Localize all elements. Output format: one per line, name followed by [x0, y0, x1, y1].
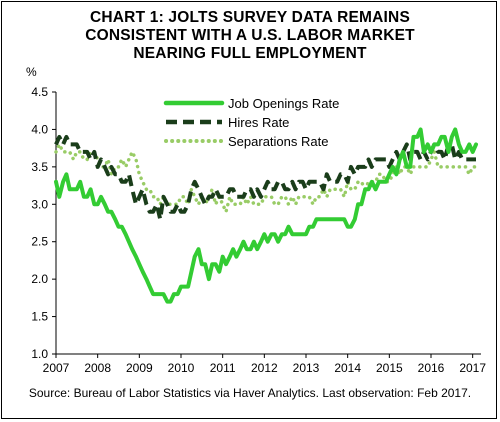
y-tick-label: 2.0: [31, 272, 48, 286]
y-tick-label: 1.0: [31, 347, 48, 361]
x-tick-label: 2011: [210, 361, 236, 375]
y-tick-label: 4.0: [31, 122, 48, 136]
chart-title-line-2: CONSISTENT WITH A U.S. LABOR MARKET: [85, 27, 415, 44]
y-tick-label: 3.5: [31, 160, 48, 174]
series-line-job-openings-rate: [54, 127, 478, 304]
chart-title: CHART 1: JOLTS SURVEY DATA REMAINS CONSI…: [2, 9, 498, 63]
chart-axes: 1.0 1.5 2.0 2.5 3.0 3.5 4.0 4.5% 2007 2008 2009 201…: [26, 65, 486, 375]
x-tick-label: 2016: [418, 361, 445, 375]
y-tick-label: 2.5: [31, 235, 48, 249]
x-tick-label: 2009: [126, 361, 153, 375]
chart-title-line-1: CHART 1: JOLTS SURVEY DATA REMAINS: [90, 9, 410, 26]
legend-label-hires-rate: Hires Rate: [228, 115, 289, 130]
series-layer: [54, 127, 478, 304]
chart-legend: Job Openings Rate Hires Rate Separations R…: [163, 96, 339, 149]
y-tick-label: 4.5: [31, 85, 48, 99]
legend-label-separations-rate: Separations Rate: [228, 134, 328, 149]
y-axis-label: %: [26, 65, 37, 79]
x-tick-label: 2012: [251, 361, 278, 375]
x-tick-label: 2013: [293, 361, 320, 375]
series-line-hires-rate: [54, 134, 476, 222]
x-tick-label: 2008: [84, 361, 111, 375]
y-tick-label: 1.5: [31, 310, 48, 324]
legend-label-job-openings-rate: Job Openings Rate: [228, 96, 339, 111]
x-tick-label: 2017: [459, 361, 486, 375]
x-tick-label: 2014: [334, 361, 361, 375]
chart-title-line-3: NEARING FULL EMPLOYMENT: [133, 45, 367, 62]
x-tick-label: 2007: [43, 361, 70, 375]
x-tick-label: 2010: [168, 361, 195, 375]
y-tick-label: 3.0: [31, 197, 48, 211]
source-note: Source: Bureau of Labor Statistics via H…: [28, 386, 472, 400]
x-tick-label: 2015: [376, 361, 403, 375]
